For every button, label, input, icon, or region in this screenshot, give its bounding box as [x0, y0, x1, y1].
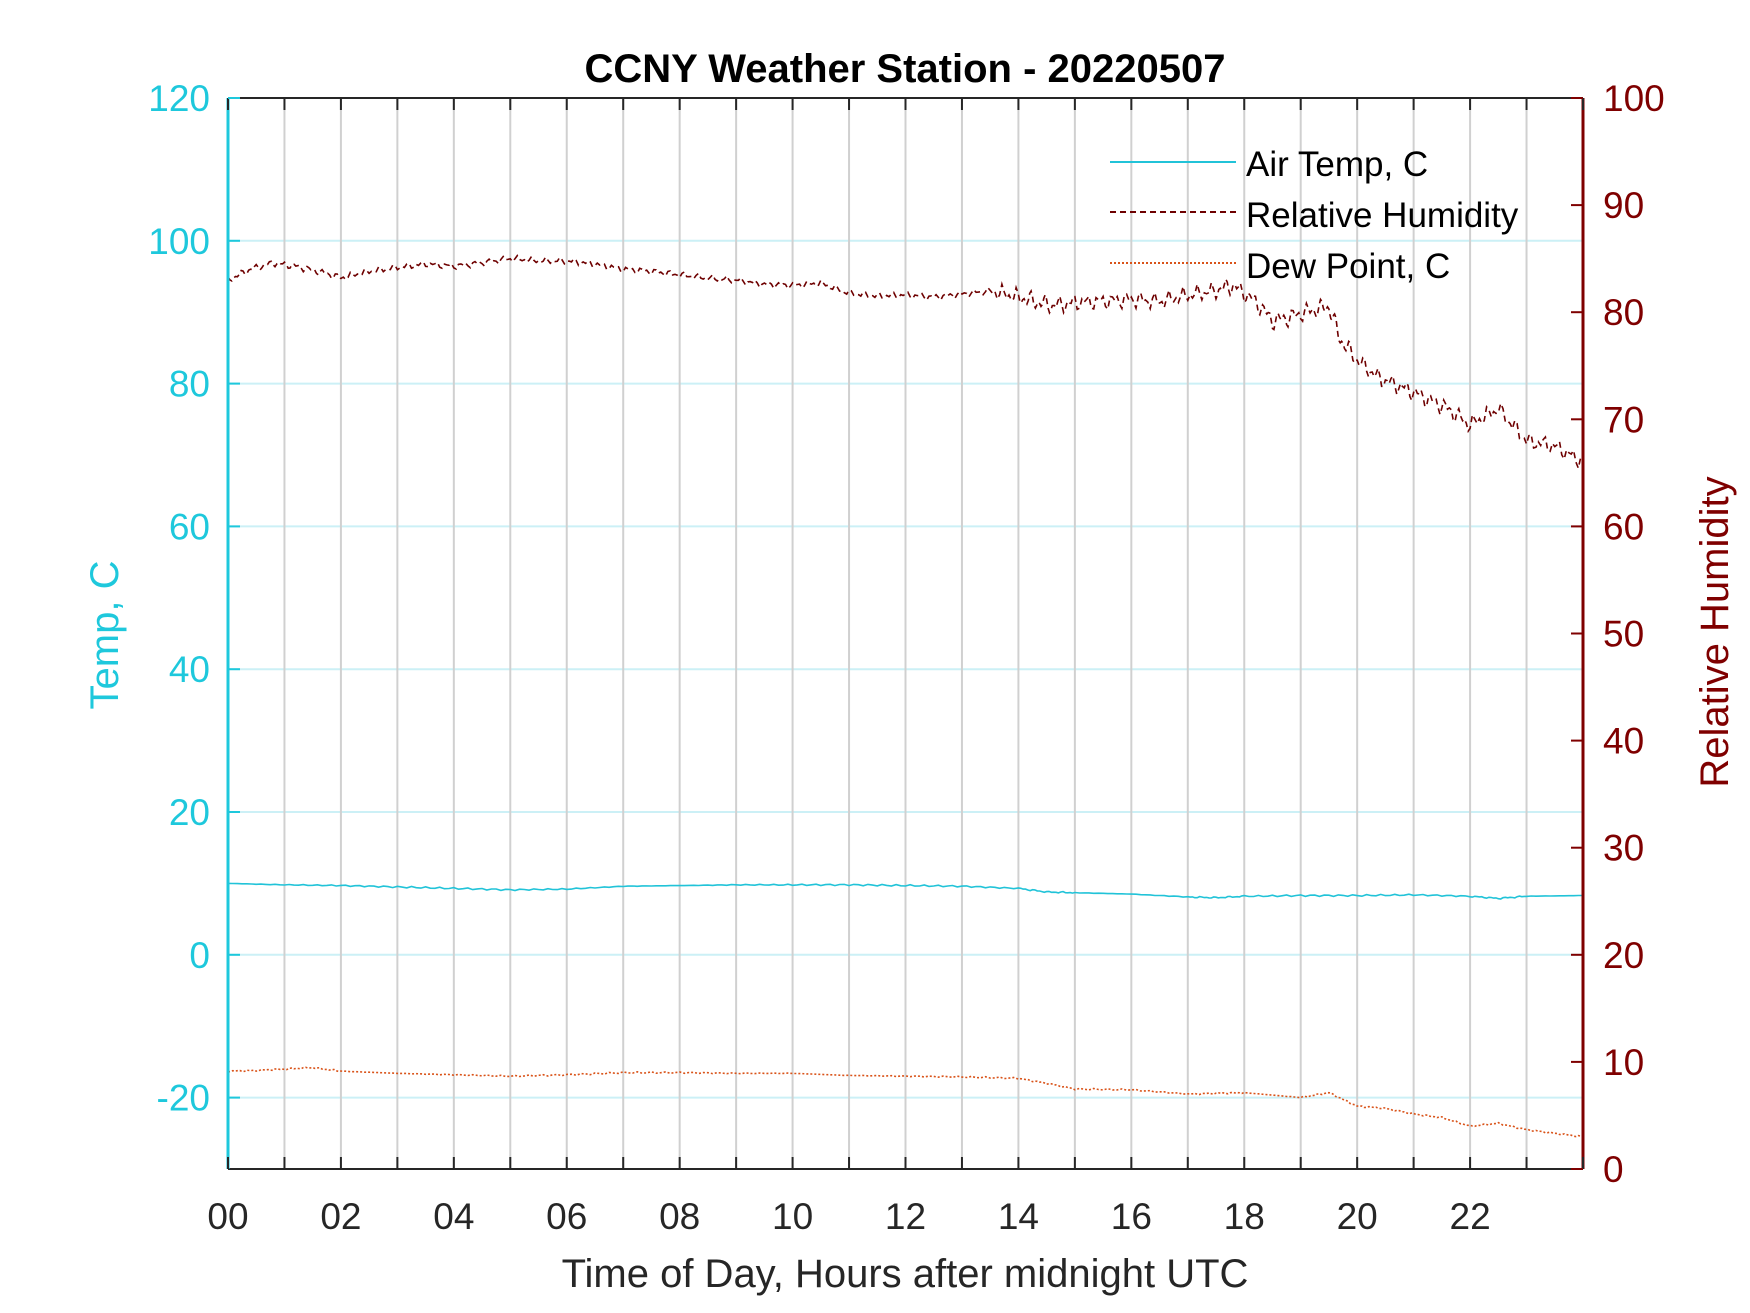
y-right-tick-label: 40: [1603, 721, 1644, 762]
series-line-dew-point: [227, 1066, 1584, 1138]
series-line-humidity: [227, 254, 1584, 471]
series-line-air-temp: [227, 882, 1583, 900]
y-right-tick-label: 30: [1603, 828, 1644, 869]
x-tick-label: 10: [772, 1196, 813, 1237]
y-right-tick-label: 60: [1603, 506, 1644, 547]
x-tick-label: 22: [1450, 1196, 1491, 1237]
y-left-tick-label: 0: [189, 935, 210, 976]
y-right-tick-label: 90: [1603, 185, 1644, 226]
x-tick-label: 00: [207, 1196, 248, 1237]
x-tick-label: 12: [885, 1196, 926, 1237]
y-left-tick-label: 100: [148, 221, 210, 262]
y-left-tick-label: 40: [169, 649, 210, 690]
y-left-tick-label: 120: [148, 78, 210, 119]
legend-label-air-temp: Air Temp, C: [1246, 145, 1428, 184]
y-left-tick-label: 80: [169, 364, 210, 405]
x-tick-label: 06: [546, 1196, 587, 1237]
x-tick-label: 18: [1224, 1196, 1265, 1237]
x-tick-label: 08: [659, 1196, 700, 1237]
ticks-layer: 00 02 04 06 08 10 12 14 16 18 20 22-200204060801001…: [148, 78, 1664, 1237]
grid-layer: [228, 98, 1583, 1169]
y-right-tick-label: 100: [1603, 78, 1665, 119]
y-left-tick-label: -20: [157, 1078, 210, 1119]
x-tick-label: 16: [1111, 1196, 1152, 1237]
legend: Air Temp, C Relative Humidity Dew Point,…: [1110, 145, 1519, 286]
right-axis-label: Relative Humidity: [1693, 476, 1737, 787]
y-right-tick-label: 10: [1603, 1042, 1644, 1083]
y-right-tick-label: 20: [1603, 935, 1644, 976]
x-tick-label: 04: [433, 1196, 474, 1237]
y-left-tick-label: 20: [169, 792, 210, 833]
chart-title: CCNY Weather Station - 20220507: [585, 47, 1226, 91]
y-right-tick-label: 70: [1603, 399, 1644, 440]
x-tick-label: 14: [998, 1196, 1039, 1237]
y-right-tick-label: 50: [1603, 614, 1644, 655]
x-tick-label: 02: [320, 1196, 361, 1237]
x-axis-label: Time of Day, Hours after midnight UTC: [562, 1252, 1249, 1296]
x-tick-label: 20: [1337, 1196, 1378, 1237]
legend-label-dew-point: Dew Point, C: [1246, 247, 1450, 286]
legend-label-humidity: Relative Humidity: [1246, 196, 1519, 235]
left-axis-label: Temp, C: [83, 561, 127, 710]
series-layer: [227, 254, 1584, 1138]
y-right-tick-label: 80: [1603, 292, 1644, 333]
y-left-tick-label: 60: [169, 506, 210, 547]
y-right-tick-label: 0: [1603, 1149, 1624, 1190]
